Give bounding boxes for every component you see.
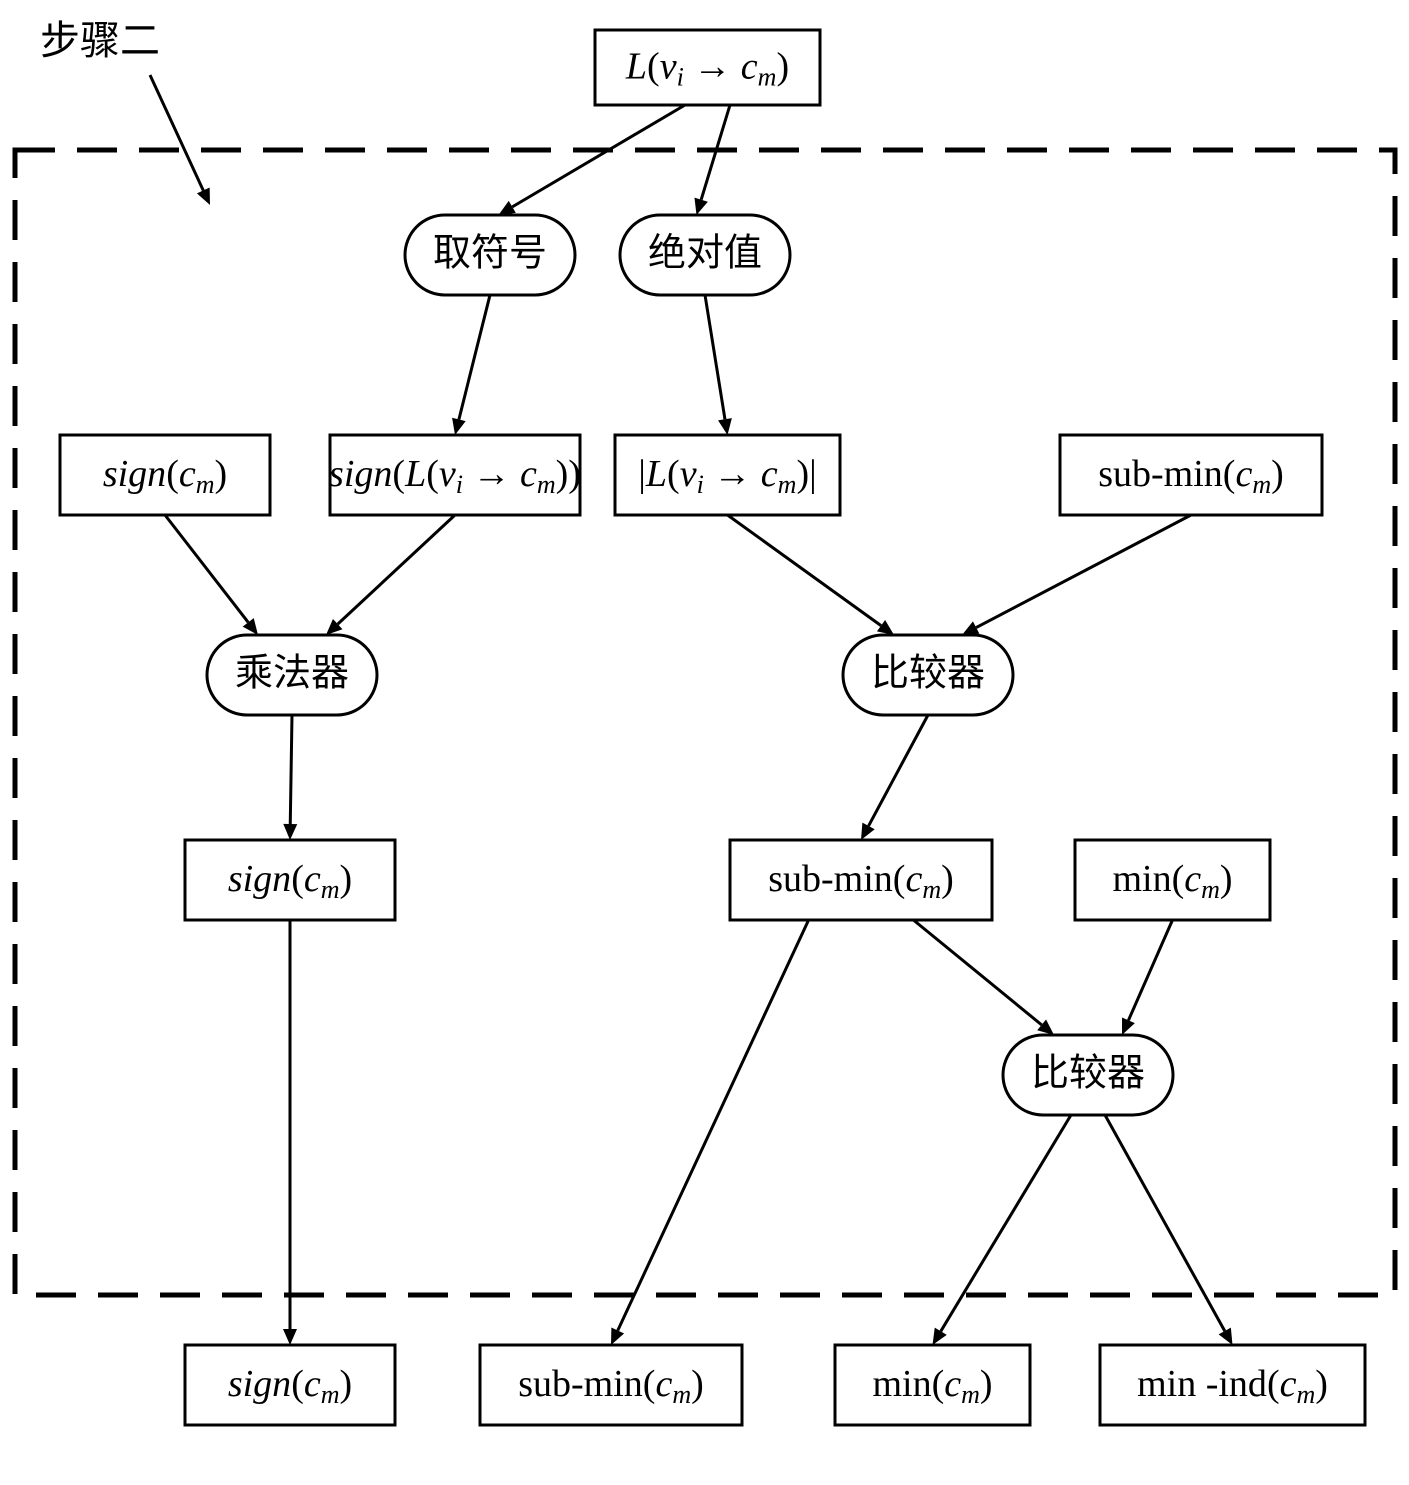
node-abs_op: 绝对值 [620,215,790,295]
edge-sign_op-sign_L-head [452,418,466,435]
svg-text:乘法器: 乘法器 [235,653,349,695]
node-cmp1: 比较器 [843,635,1013,715]
edge-submin_m-submin_b [618,920,809,1330]
step-two-region [15,150,1395,1295]
edge-abs_op-abs_L [705,295,725,419]
edge-top-sign_op [512,105,685,207]
edge-cmp1-submin_m [869,715,928,826]
edge-sign_cm_m-sign_cm_b-head [283,1329,297,1345]
svg-text:绝对值: 绝对值 [648,233,762,275]
edge-cmp2-minind_b [1105,1115,1225,1331]
edge-cmp2-min_b [941,1115,1071,1331]
edge-sign_cm_l-mult [165,515,248,622]
edge-mult-sign_cm_m-head [283,824,297,840]
svg-text:比较器: 比较器 [871,653,985,695]
svg-text:取符号: 取符号 [433,233,547,275]
node-sign_op: 取符号 [405,215,575,295]
edge-abs_op-abs_L-head [718,418,732,435]
edge-submin_m-cmp2 [913,920,1041,1025]
edge-mult-sign_cm_m [290,715,292,824]
node-cmp2: 比较器 [1003,1035,1173,1115]
edge-submin_r-cmp1 [976,515,1191,628]
edge-abs_L-cmp1 [728,515,882,626]
edge-abs_L-cmp1-head [877,620,894,635]
node-mult: 乘法器 [207,635,377,715]
edge-top-abs_op-head [694,198,707,215]
step-two-title: 步骤二 [40,18,160,63]
title-pointer-arrow [150,75,203,190]
edge-sign_L-mult [338,515,455,624]
edge-sign_op-sign_L [459,295,490,419]
edge-min_m-cmp2 [1128,920,1172,1020]
svg-text:比较器: 比较器 [1031,1053,1145,1095]
